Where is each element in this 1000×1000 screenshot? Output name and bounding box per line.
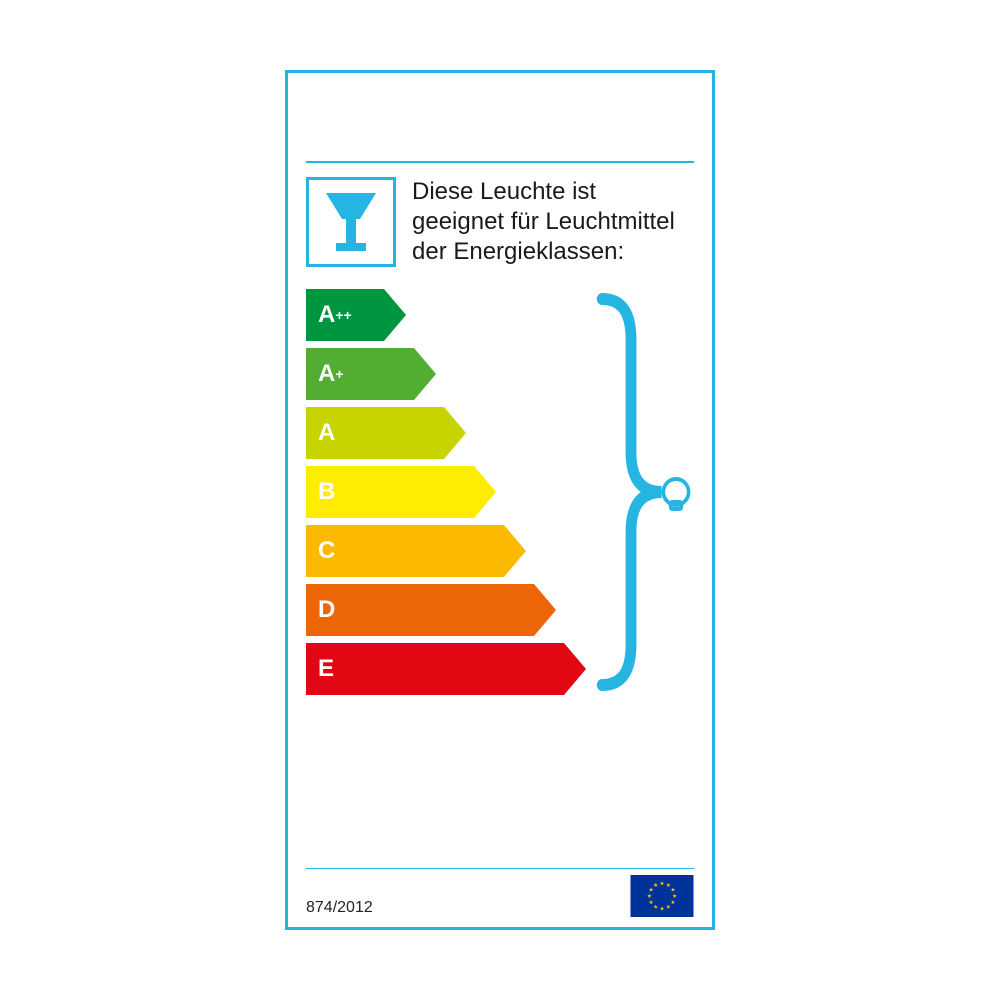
energy-bar-label: A — [306, 407, 444, 459]
header-brand-area — [306, 91, 694, 163]
lamp-icon — [320, 189, 382, 255]
energy-bar: A+ — [306, 348, 586, 400]
energy-bar: D — [306, 584, 586, 636]
energy-bar: C — [306, 525, 586, 577]
energy-bar-arrow — [444, 407, 466, 459]
energy-bar-label: E — [306, 643, 564, 695]
energy-bar: A — [306, 407, 586, 459]
energy-bar-arrow — [504, 525, 526, 577]
energy-bar-label: A++ — [306, 289, 384, 341]
energy-bar-label: B — [306, 466, 474, 518]
energy-bar-arrow — [534, 584, 556, 636]
brace-icon — [586, 289, 694, 695]
energy-bar-arrow — [474, 466, 496, 518]
energy-bar: E — [306, 643, 586, 695]
energy-class-chart: A++ A+ ABCDE — [306, 289, 694, 695]
header-text: Diese Leuchte ist geeignet für Leuchtmit… — [412, 177, 694, 267]
footer-row: 874/2012 — [306, 868, 694, 917]
brace-column — [586, 289, 694, 695]
energy-bar-label: C — [306, 525, 504, 577]
energy-bar-arrow — [414, 348, 436, 400]
energy-bar: A++ — [306, 289, 586, 341]
energy-bar: B — [306, 466, 586, 518]
energy-bars: A++ A+ ABCDE — [306, 289, 586, 695]
energy-label: Diese Leuchte ist geeignet für Leuchtmit… — [285, 70, 715, 930]
lamp-icon-box — [306, 177, 396, 267]
energy-bar-label: A+ — [306, 348, 414, 400]
eu-flag-icon — [630, 875, 694, 917]
energy-bar-arrow — [384, 289, 406, 341]
header-row: Diese Leuchte ist geeignet für Leuchtmit… — [306, 163, 694, 267]
energy-bar-arrow — [564, 643, 586, 695]
regulation-text: 874/2012 — [306, 899, 373, 917]
energy-bar-label: D — [306, 584, 534, 636]
